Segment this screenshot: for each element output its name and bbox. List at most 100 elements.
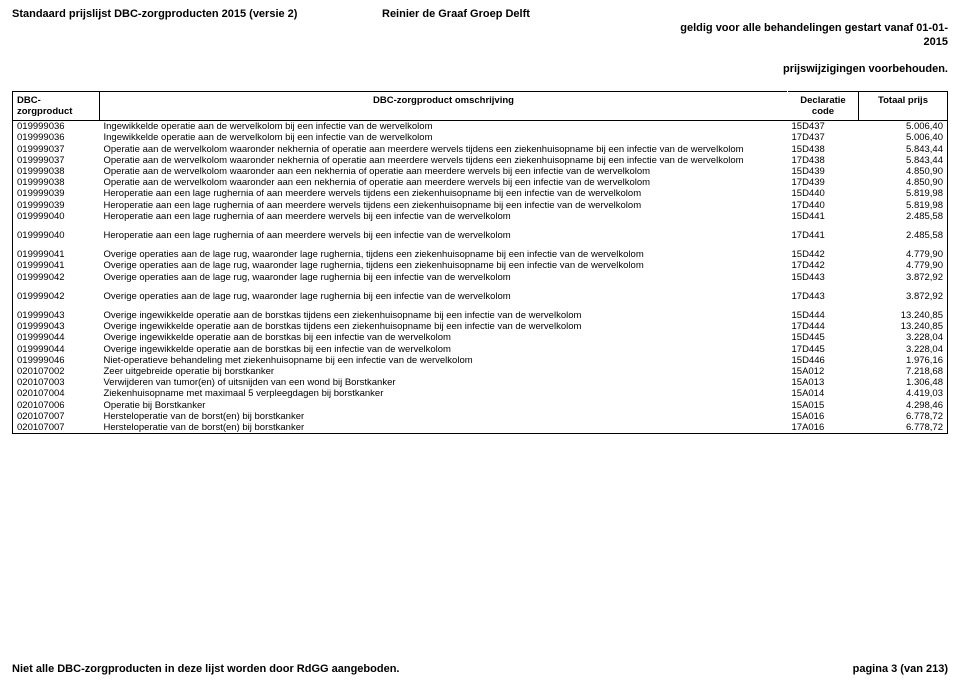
cell-total-price: 3.872,92 — [859, 272, 948, 283]
cell-declaration-code: 17D437 — [788, 132, 859, 143]
table-row: 019999036Ingewikkelde operatie aan de we… — [13, 121, 948, 133]
cell-product-code: 019999043 — [13, 321, 100, 332]
cell-declaration-code: 15A013 — [788, 377, 859, 388]
cell-description: Overige ingewikkelde operatie aan de bor… — [100, 344, 788, 355]
cell-product-code: 020107002 — [13, 366, 100, 377]
cell-product-code: 020107007 — [13, 411, 100, 422]
cell-total-price: 4.850,90 — [859, 177, 948, 188]
cell-total-price: 5.006,40 — [859, 121, 948, 133]
cell-declaration-code: 17D439 — [788, 177, 859, 188]
table-row: 020107002Zeer uitgebreide operatie bij b… — [13, 366, 948, 377]
table-row: 020107004Ziekenhuisopname met maximaal 5… — [13, 388, 948, 399]
table-row: 019999037Operatie aan de wervelkolom waa… — [13, 144, 948, 155]
cell-declaration-code: 15A012 — [788, 366, 859, 377]
cell-description: Hersteloperatie van de borst(en) bij bor… — [100, 411, 788, 422]
cell-description: Overige operaties aan de lage rug, waaro… — [100, 260, 788, 271]
cell-description: Operatie aan de wervelkolom waaronder ne… — [100, 144, 788, 155]
cell-total-price: 1.976,16 — [859, 355, 948, 366]
cell-total-price: 6.778,72 — [859, 411, 948, 422]
header-title-right: geldig voor alle behandelingen gestart v… — [672, 8, 948, 77]
cell-declaration-code: 17A016 — [788, 422, 859, 434]
table-row: 019999043Overige ingewikkelde operatie a… — [13, 321, 948, 332]
cell-declaration-code: 15D446 — [788, 355, 859, 366]
cell-description: Overige ingewikkelde operatie aan de bor… — [100, 332, 788, 343]
table-row: 019999037Operatie aan de wervelkolom waa… — [13, 155, 948, 166]
table-row: 019999040Heroperatie aan een lage rugher… — [13, 211, 948, 222]
cell-product-code: 019999044 — [13, 332, 100, 343]
cell-product-code: 019999040 — [13, 211, 100, 222]
cell-description: Hersteloperatie van de borst(en) bij bor… — [100, 422, 788, 434]
header-right-line1: geldig voor alle behandelingen gestart v… — [680, 22, 948, 48]
table-row: 019999040Heroperatie aan een lage rugher… — [13, 222, 948, 241]
cell-description: Heroperatie aan een lage rughernia of aa… — [100, 211, 788, 222]
cell-description: Heroperatie aan een lage rughernia of aa… — [100, 222, 788, 241]
col-header-desc: DBC-zorgproduct omschrijving — [100, 91, 788, 120]
header-title-center: Reinier de Graaf Groep Delft — [382, 8, 672, 77]
cell-declaration-code: 17D445 — [788, 344, 859, 355]
cell-declaration-code: 15D437 — [788, 121, 859, 133]
cell-total-price: 4.298,46 — [859, 400, 948, 411]
cell-description: Overige operaties aan de lage rug, waaro… — [100, 241, 788, 260]
table-row: 019999043Overige ingewikkelde operatie a… — [13, 302, 948, 321]
cell-declaration-code: 17D440 — [788, 200, 859, 211]
cell-total-price: 13.240,85 — [859, 321, 948, 332]
cell-product-code: 020107007 — [13, 422, 100, 434]
cell-total-price: 4.779,90 — [859, 260, 948, 271]
table-row: 019999039Heroperatie aan een lage rugher… — [13, 188, 948, 199]
cell-product-code: 019999037 — [13, 144, 100, 155]
page-footer: Niet alle DBC-zorgproducten in deze lijs… — [12, 663, 948, 675]
cell-product-code: 019999039 — [13, 188, 100, 199]
cell-total-price: 2.485,58 — [859, 211, 948, 222]
cell-description: Heroperatie aan een lage rughernia of aa… — [100, 200, 788, 211]
cell-product-code: 019999041 — [13, 260, 100, 271]
cell-declaration-code: 15D443 — [788, 272, 859, 283]
cell-total-price: 3.872,92 — [859, 283, 948, 302]
cell-product-code: 019999036 — [13, 132, 100, 143]
cell-declaration-code: 15D439 — [788, 166, 859, 177]
table-row: 019999044Overige ingewikkelde operatie a… — [13, 344, 948, 355]
col-header-decl: Declaratie code — [788, 91, 859, 120]
cell-total-price: 3.228,04 — [859, 332, 948, 343]
col-header-code: DBC-zorgproduct — [13, 91, 100, 120]
table-row: 019999038Operatie aan de wervelkolom waa… — [13, 166, 948, 177]
cell-total-price: 5.819,98 — [859, 188, 948, 199]
cell-declaration-code: 15A014 — [788, 388, 859, 399]
cell-product-code: 019999036 — [13, 121, 100, 133]
table-row: 020107007Hersteloperatie van de borst(en… — [13, 411, 948, 422]
cell-product-code: 019999042 — [13, 283, 100, 302]
cell-declaration-code: 15A015 — [788, 400, 859, 411]
cell-description: Overige operaties aan de lage rug, waaro… — [100, 283, 788, 302]
cell-product-code: 019999041 — [13, 241, 100, 260]
cell-total-price: 6.778,72 — [859, 422, 948, 434]
cell-declaration-code: 17D444 — [788, 321, 859, 332]
table-row: 019999038Operatie aan de wervelkolom waa… — [13, 177, 948, 188]
cell-declaration-code: 17D441 — [788, 222, 859, 241]
footer-paging: pagina 3 (van 213) — [853, 663, 948, 675]
header-right-line2: prijswijzigingen voorbehouden. — [783, 63, 948, 75]
cell-declaration-code: 17D443 — [788, 283, 859, 302]
table-row: 019999036Ingewikkelde operatie aan de we… — [13, 132, 948, 143]
cell-total-price: 4.419,03 — [859, 388, 948, 399]
cell-product-code: 019999042 — [13, 272, 100, 283]
cell-description: Ingewikkelde operatie aan de wervelkolom… — [100, 121, 788, 133]
cell-description: Verwijderen van tumor(en) of uitsnijden … — [100, 377, 788, 388]
cell-description: Overige ingewikkelde operatie aan de bor… — [100, 321, 788, 332]
cell-description: Overige operaties aan de lage rug, waaro… — [100, 272, 788, 283]
cell-declaration-code: 15A016 — [788, 411, 859, 422]
table-row: 020107006Operatie bij Borstkanker15A0154… — [13, 400, 948, 411]
cell-description: Operatie aan de wervelkolom waaronder aa… — [100, 166, 788, 177]
cell-product-code: 019999038 — [13, 166, 100, 177]
table-row: 019999042Overige operaties aan de lage r… — [13, 272, 948, 283]
cell-description: Operatie aan de wervelkolom waaronder aa… — [100, 177, 788, 188]
cell-product-code: 019999038 — [13, 177, 100, 188]
cell-description: Ziekenhuisopname met maximaal 5 verpleeg… — [100, 388, 788, 399]
cell-description: Zeer uitgebreide operatie bij borstkanke… — [100, 366, 788, 377]
cell-product-code: 019999040 — [13, 222, 100, 241]
table-row: 019999046Niet-operatieve behandeling met… — [13, 355, 948, 366]
cell-declaration-code: 15D438 — [788, 144, 859, 155]
header-title-left: Standaard prijslijst DBC-zorgproducten 2… — [12, 8, 382, 77]
cell-description: Operatie aan de wervelkolom waaronder ne… — [100, 155, 788, 166]
cell-product-code: 020107004 — [13, 388, 100, 399]
cell-total-price: 5.843,44 — [859, 155, 948, 166]
table-row: 019999044Overige ingewikkelde operatie a… — [13, 332, 948, 343]
